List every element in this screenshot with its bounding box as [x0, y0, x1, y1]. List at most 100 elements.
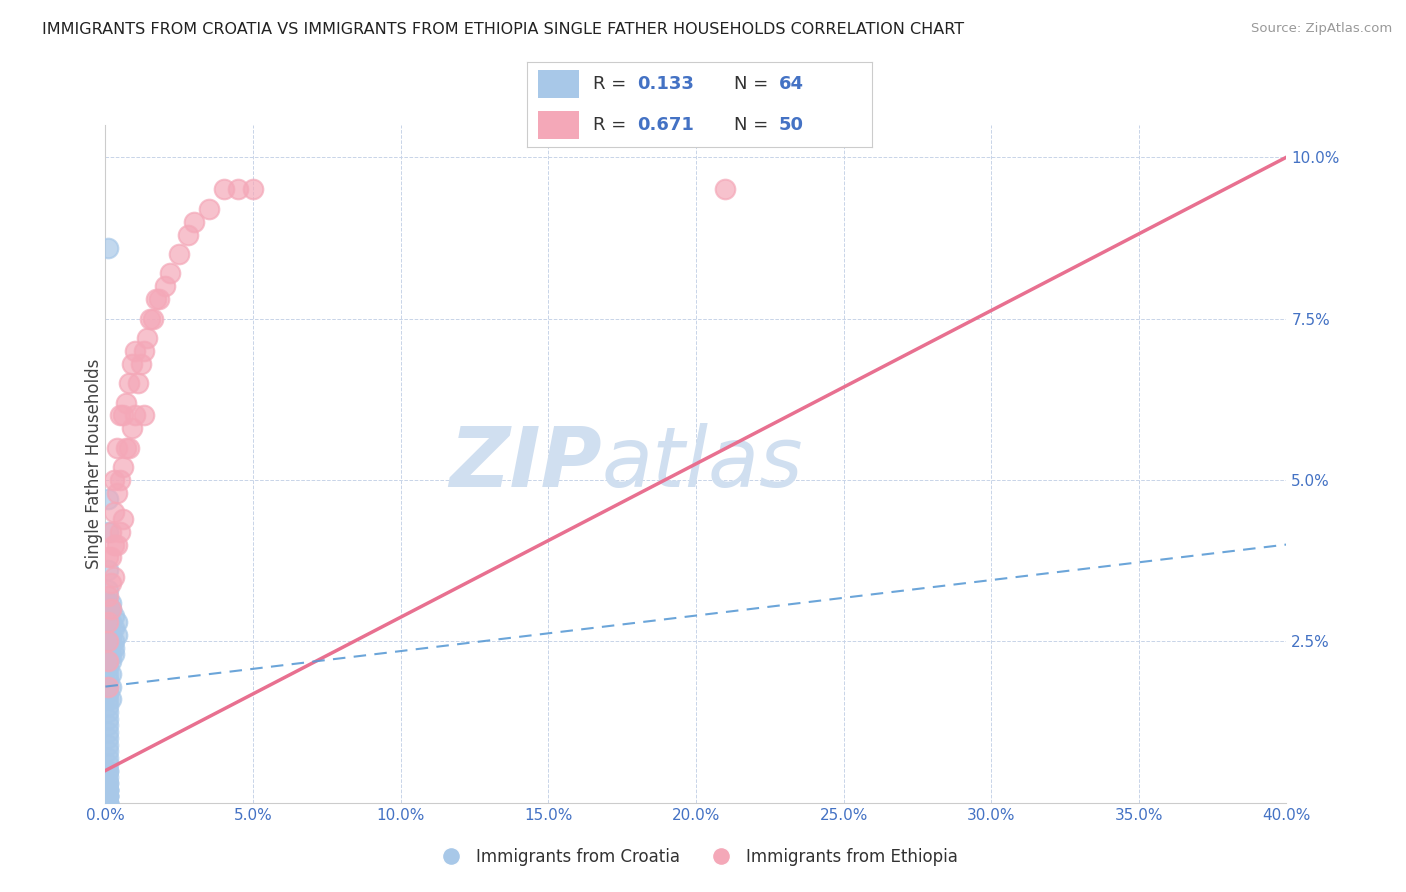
Point — [110, 473, 132, 487]
Point — [100, 648, 122, 662]
Point — [97, 796, 120, 810]
Point — [226, 182, 250, 196]
Text: atlas: atlas — [602, 424, 803, 504]
Point — [132, 409, 155, 423]
Point — [97, 615, 120, 629]
Point — [97, 698, 120, 713]
Point — [142, 311, 165, 326]
Point — [115, 441, 138, 455]
Point — [97, 789, 120, 804]
Point — [97, 628, 120, 642]
Point — [112, 512, 135, 526]
Text: R =: R = — [593, 75, 631, 93]
Point — [97, 744, 120, 758]
Point — [138, 311, 162, 326]
Point — [100, 666, 122, 681]
Point — [145, 292, 167, 306]
Point — [121, 421, 143, 435]
Point — [97, 796, 120, 810]
Point — [97, 731, 120, 746]
Point — [242, 182, 264, 196]
Point — [97, 634, 120, 648]
Point — [183, 215, 205, 229]
Point — [97, 680, 120, 694]
Point — [153, 279, 176, 293]
Point — [124, 409, 146, 423]
Text: Source: ZipAtlas.com: Source: ZipAtlas.com — [1251, 22, 1392, 36]
Point — [129, 357, 152, 371]
Point — [115, 395, 138, 409]
Point — [97, 783, 120, 797]
Point — [100, 596, 122, 610]
Point — [97, 660, 120, 674]
Point — [97, 550, 120, 565]
Point — [97, 783, 120, 797]
Point — [97, 783, 120, 797]
Point — [97, 492, 120, 507]
Point — [97, 738, 120, 752]
Point — [212, 182, 235, 196]
Point — [135, 331, 157, 345]
Point — [100, 576, 122, 591]
Point — [105, 486, 128, 500]
Point — [103, 473, 125, 487]
Point — [103, 634, 125, 648]
Point — [97, 706, 120, 720]
Text: 0.133: 0.133 — [637, 75, 695, 93]
Point — [100, 550, 122, 565]
Point — [100, 602, 122, 616]
Point — [100, 602, 122, 616]
Point — [97, 796, 120, 810]
Point — [97, 750, 120, 764]
Y-axis label: Single Father Households: Single Father Households — [86, 359, 103, 569]
Point — [97, 718, 120, 732]
Point — [159, 266, 181, 280]
Text: 64: 64 — [779, 75, 804, 93]
Point — [97, 563, 120, 577]
Point — [124, 343, 146, 358]
Point — [97, 648, 120, 662]
Point — [103, 608, 125, 623]
Point — [100, 692, 122, 706]
Point — [97, 770, 120, 784]
Point — [97, 673, 120, 687]
Point — [97, 789, 120, 804]
Point — [100, 680, 122, 694]
Point — [97, 654, 120, 668]
Point — [97, 724, 120, 739]
Point — [97, 783, 120, 797]
Text: R =: R = — [593, 116, 631, 134]
Point — [97, 712, 120, 726]
Point — [112, 409, 135, 423]
Point — [97, 666, 120, 681]
Point — [103, 570, 125, 584]
Point — [100, 654, 122, 668]
Point — [97, 764, 120, 778]
Point — [97, 776, 120, 790]
Point — [100, 628, 122, 642]
Point — [100, 634, 122, 648]
Point — [97, 634, 120, 648]
Point — [127, 376, 149, 391]
Point — [97, 764, 120, 778]
Bar — [537, 111, 579, 139]
Point — [97, 776, 120, 790]
Legend: Immigrants from Croatia, Immigrants from Ethiopia: Immigrants from Croatia, Immigrants from… — [427, 841, 965, 872]
Point — [97, 622, 120, 636]
Point — [105, 441, 128, 455]
Point — [110, 409, 132, 423]
Point — [105, 628, 128, 642]
Point — [97, 602, 120, 616]
Point — [103, 505, 125, 519]
Point — [110, 524, 132, 539]
Point — [100, 524, 122, 539]
Point — [97, 596, 120, 610]
Point — [169, 247, 191, 261]
Point — [112, 460, 135, 475]
Point — [148, 292, 170, 306]
Point — [97, 757, 120, 772]
Point — [97, 686, 120, 700]
Text: ZIP: ZIP — [449, 424, 602, 504]
Point — [197, 202, 219, 216]
Point — [97, 654, 120, 668]
